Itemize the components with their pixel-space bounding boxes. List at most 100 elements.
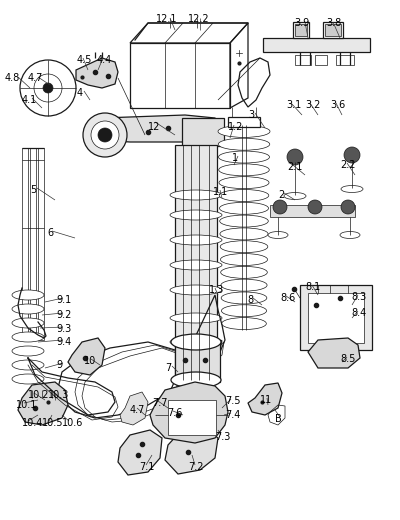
Text: 9.4: 9.4	[56, 337, 71, 347]
Text: 10.1: 10.1	[16, 400, 37, 410]
Text: 12.1: 12.1	[156, 14, 178, 24]
Ellipse shape	[218, 125, 270, 137]
Text: 7.5: 7.5	[225, 396, 240, 406]
Bar	[182, 118, 224, 146]
Text: 4.5: 4.5	[77, 55, 92, 65]
Text: 10.4: 10.4	[22, 418, 43, 428]
Ellipse shape	[170, 313, 222, 323]
Ellipse shape	[12, 346, 44, 356]
Text: 8.3: 8.3	[351, 292, 366, 302]
Polygon shape	[120, 392, 148, 425]
Text: 7.2: 7.2	[188, 462, 204, 472]
Ellipse shape	[218, 151, 270, 163]
Polygon shape	[76, 58, 118, 88]
Ellipse shape	[220, 215, 268, 227]
Ellipse shape	[341, 186, 363, 192]
Text: 3.8: 3.8	[326, 18, 341, 28]
Bar	[295, 55, 311, 65]
Text: 3: 3	[248, 110, 254, 120]
Ellipse shape	[218, 138, 270, 150]
Text: 7.7: 7.7	[152, 398, 168, 408]
Ellipse shape	[12, 374, 44, 384]
Ellipse shape	[220, 202, 268, 214]
Ellipse shape	[170, 190, 222, 200]
Text: 6: 6	[47, 228, 53, 238]
Ellipse shape	[12, 318, 44, 328]
Ellipse shape	[12, 332, 44, 342]
Text: 11: 11	[260, 395, 272, 405]
Text: 8: 8	[247, 295, 253, 305]
Ellipse shape	[221, 279, 267, 291]
Polygon shape	[308, 338, 360, 368]
Text: 3.6: 3.6	[330, 100, 345, 110]
Ellipse shape	[220, 241, 268, 253]
Circle shape	[273, 200, 287, 214]
Polygon shape	[100, 115, 220, 142]
Bar	[22, 148, 28, 340]
Ellipse shape	[170, 337, 222, 347]
Text: B: B	[275, 414, 282, 424]
Circle shape	[287, 149, 303, 165]
Text: 5: 5	[30, 185, 36, 195]
Ellipse shape	[170, 260, 222, 270]
Text: 3.2: 3.2	[305, 100, 320, 110]
Ellipse shape	[340, 231, 360, 239]
Text: 8.6: 8.6	[280, 293, 295, 303]
Circle shape	[344, 147, 360, 163]
Ellipse shape	[171, 372, 221, 388]
Ellipse shape	[170, 285, 222, 295]
Polygon shape	[150, 382, 228, 443]
Text: 9.3: 9.3	[56, 324, 71, 334]
Text: 3.1: 3.1	[286, 100, 301, 110]
Text: 12: 12	[148, 122, 160, 132]
Polygon shape	[165, 428, 218, 474]
Ellipse shape	[12, 304, 44, 314]
Text: 9.1: 9.1	[56, 295, 71, 305]
Bar	[315, 55, 327, 65]
Bar	[325, 24, 341, 36]
Text: 10.2: 10.2	[28, 390, 50, 400]
Polygon shape	[118, 430, 162, 475]
Polygon shape	[263, 38, 370, 52]
Bar	[308, 293, 364, 343]
Ellipse shape	[219, 189, 269, 201]
Polygon shape	[248, 383, 282, 415]
Text: 8.5: 8.5	[340, 354, 355, 364]
Text: 7.6: 7.6	[167, 408, 182, 418]
Circle shape	[308, 200, 322, 214]
Text: 1.3: 1.3	[209, 285, 224, 295]
Bar	[38, 148, 44, 340]
Text: 10.5: 10.5	[42, 418, 64, 428]
Text: 2: 2	[278, 190, 284, 200]
Text: 12.2: 12.2	[188, 14, 210, 24]
Text: 4: 4	[77, 88, 83, 98]
Circle shape	[34, 74, 62, 102]
Text: 1.2: 1.2	[228, 122, 243, 132]
Circle shape	[341, 200, 355, 214]
Bar	[293, 22, 309, 38]
Text: 10.3: 10.3	[48, 390, 69, 400]
Text: 4.7: 4.7	[130, 405, 145, 415]
Ellipse shape	[221, 292, 267, 304]
Ellipse shape	[12, 290, 44, 300]
Polygon shape	[270, 205, 355, 217]
Text: 3.9: 3.9	[294, 18, 309, 28]
Circle shape	[83, 113, 127, 157]
Ellipse shape	[220, 228, 268, 240]
Text: 8.1: 8.1	[305, 282, 320, 292]
Circle shape	[98, 128, 112, 142]
Text: 4.1: 4.1	[22, 95, 37, 105]
Bar	[300, 285, 372, 350]
Text: 8.4: 8.4	[351, 308, 366, 318]
Text: 2.1: 2.1	[287, 162, 302, 172]
Polygon shape	[68, 338, 105, 375]
Text: 9: 9	[56, 360, 62, 370]
Ellipse shape	[221, 266, 267, 278]
Text: 7.3: 7.3	[215, 432, 230, 442]
Text: 7.1: 7.1	[139, 462, 154, 472]
Ellipse shape	[170, 235, 222, 245]
Ellipse shape	[220, 254, 268, 266]
Circle shape	[91, 121, 119, 149]
Polygon shape	[18, 382, 68, 425]
Ellipse shape	[222, 318, 266, 330]
